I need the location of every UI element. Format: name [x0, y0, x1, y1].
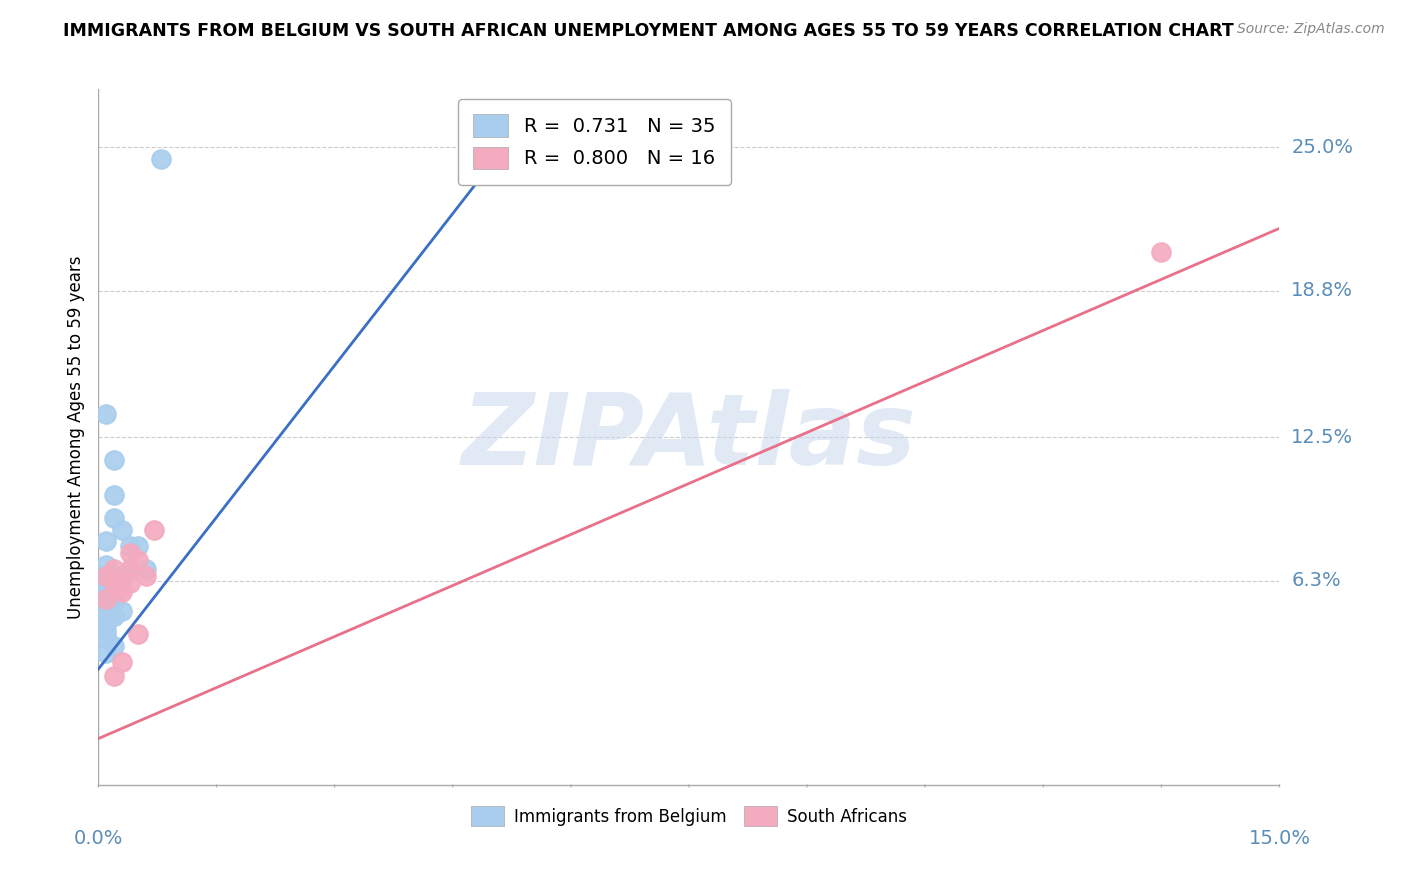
Point [103, 453, 125, 467]
Point [103, 669, 125, 683]
Point [96, 569, 118, 583]
Point [103, 576, 125, 591]
Point [111, 569, 134, 583]
Point [96, 407, 118, 421]
Point [142, 523, 165, 537]
Text: 6.3%: 6.3% [1291, 572, 1341, 591]
Point [96, 632, 118, 646]
Point [103, 608, 125, 623]
Text: 15.0%: 15.0% [1249, 830, 1310, 848]
Point [135, 569, 157, 583]
Point [127, 539, 149, 553]
Point [127, 553, 149, 567]
Point [118, 576, 141, 591]
Point [96, 646, 118, 660]
Text: Source: ZipAtlas.com: Source: ZipAtlas.com [1237, 22, 1385, 37]
Point [96, 592, 118, 607]
Point [98, 569, 121, 583]
Point [91, 592, 114, 607]
Legend: Immigrants from Belgium, South Africans: Immigrants from Belgium, South Africans [464, 800, 914, 832]
Point [96, 581, 118, 595]
Point [150, 152, 173, 166]
Point [96, 595, 118, 609]
Point [96, 585, 118, 599]
Point [96, 581, 118, 595]
Point [96, 569, 118, 583]
Text: IMMIGRANTS FROM BELGIUM VS SOUTH AFRICAN UNEMPLOYMENT AMONG AGES 55 TO 59 YEARS : IMMIGRANTS FROM BELGIUM VS SOUTH AFRICAN… [63, 22, 1234, 40]
Point [103, 488, 125, 502]
Text: 0.0%: 0.0% [73, 830, 124, 848]
Point [111, 585, 134, 599]
Point [118, 562, 141, 576]
Point [111, 655, 134, 669]
Point [103, 639, 125, 653]
Point [96, 608, 118, 623]
Text: 18.8%: 18.8% [1291, 282, 1353, 301]
Point [135, 562, 157, 576]
Point [96, 534, 118, 549]
Point [127, 627, 149, 641]
Point [1150, 244, 1173, 259]
Point [103, 569, 125, 583]
Point [103, 608, 125, 623]
Point [91, 590, 114, 604]
Point [103, 595, 125, 609]
Point [103, 511, 125, 525]
Point [118, 562, 141, 576]
Point [118, 546, 141, 560]
Point [96, 615, 118, 630]
Text: 12.5%: 12.5% [1291, 427, 1354, 447]
Point [96, 623, 118, 637]
Text: ZIPAtlas: ZIPAtlas [461, 389, 917, 485]
Point [96, 569, 118, 583]
Point [103, 562, 125, 576]
Text: 25.0%: 25.0% [1291, 137, 1353, 157]
Point [96, 558, 118, 572]
Point [96, 627, 118, 641]
Y-axis label: Unemployment Among Ages 55 to 59 years: Unemployment Among Ages 55 to 59 years [66, 255, 84, 619]
Point [111, 523, 134, 537]
Point [111, 604, 134, 618]
Point [118, 539, 141, 553]
Point [111, 581, 134, 595]
Point [96, 608, 118, 623]
